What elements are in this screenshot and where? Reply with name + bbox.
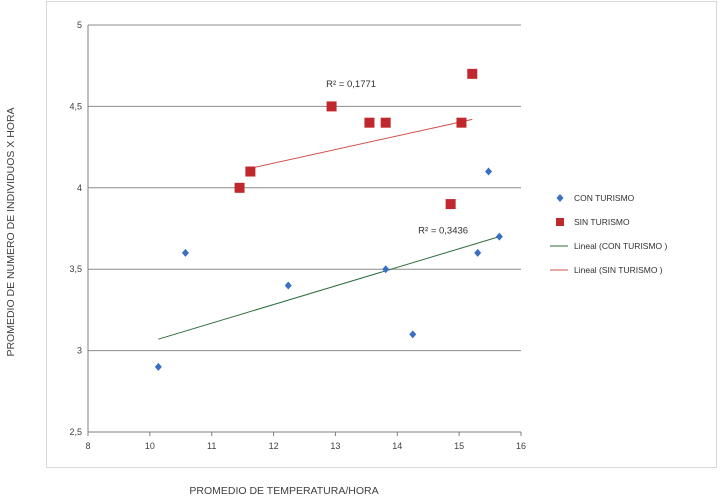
data-point-square xyxy=(234,182,245,193)
data-point-square xyxy=(326,101,337,112)
data-point-diamond xyxy=(181,248,189,257)
data-point-diamond xyxy=(495,232,503,241)
x-tick-label: 13 xyxy=(330,441,340,451)
data-point-diamond xyxy=(284,281,292,290)
y-axis-title: PROMEDIO DE NUMERO DE INDIVIDUOS X HORA xyxy=(5,107,17,356)
legend-swatch xyxy=(556,194,564,202)
data-points xyxy=(154,68,503,371)
x-tick-label: 15 xyxy=(454,441,464,451)
x-tick-label: 12 xyxy=(269,441,279,451)
data-point-diamond xyxy=(154,362,162,371)
data-point-diamond xyxy=(409,330,417,339)
data-point-square xyxy=(364,117,375,128)
x-tick-label: 8 xyxy=(85,441,90,451)
x-tick-labels: 8 10 11 12 13 14 15 16 xyxy=(85,432,526,451)
x-tick-label: 10 xyxy=(145,441,155,451)
x-tick-label: 14 xyxy=(392,441,402,451)
legend-swatch xyxy=(556,218,564,226)
trendlines xyxy=(158,118,500,340)
legend-label: Lineal (SIN TURISMO ) xyxy=(574,265,663,275)
trendline xyxy=(250,118,473,169)
y-tick-labels: 5 4,5 4 3,5 3 2,5 xyxy=(69,20,82,437)
x-axis-title: PROMEDIO DE TEMPERATURA/HORA xyxy=(189,485,378,497)
y-tick-label: 5 xyxy=(77,20,82,30)
r2-label: R² = 0,3436 xyxy=(418,225,468,236)
x-tick-label: 11 xyxy=(207,441,216,451)
data-point-square xyxy=(380,117,391,128)
y-tick-label: 4 xyxy=(77,183,82,193)
legend-label: CON TURISMO xyxy=(574,193,635,203)
data-point-square xyxy=(467,68,478,79)
trendline xyxy=(158,236,500,340)
data-point-diamond xyxy=(382,265,390,274)
grid-lines xyxy=(88,24,521,352)
data-point-square xyxy=(456,117,467,128)
data-point-diamond xyxy=(485,167,493,176)
y-tick-label: 4,5 xyxy=(69,101,82,111)
chart-frame xyxy=(46,1,717,468)
legend-label: Lineal (CON TURISMO ) xyxy=(574,241,668,251)
legend-label: SIN TURISMO xyxy=(574,217,630,227)
y-tick-label: 3 xyxy=(77,346,82,356)
y-tick-label: 2,5 xyxy=(69,427,82,437)
y-tick-label: 3,5 xyxy=(69,264,82,274)
x-tick-label: 16 xyxy=(516,441,526,451)
data-point-square xyxy=(445,199,456,210)
r2-label: R² = 0,1771 xyxy=(326,79,376,90)
data-point-diamond xyxy=(474,248,482,257)
r2-labels: R² = 0,3436 R² = 0,1771 xyxy=(326,79,468,237)
data-point-square xyxy=(245,166,256,177)
legend: CON TURISMO SIN TURISMO Lineal (CON TURISM… xyxy=(550,193,668,275)
